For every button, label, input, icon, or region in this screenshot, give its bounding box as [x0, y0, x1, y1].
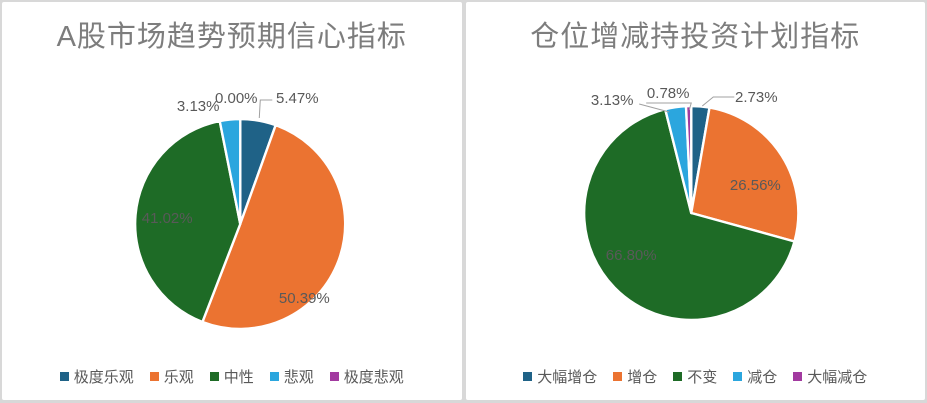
legend-swatch-icon — [269, 372, 279, 381]
legend-market-confidence: 极度乐观 乐观 中性 悲观 极度悲观 — [2, 366, 462, 387]
data-label: 0.78% — [646, 85, 689, 102]
leader-line — [645, 102, 692, 111]
legend-label: 大幅增仓 — [537, 369, 598, 386]
legend-item-1[interactable]: 增仓 — [613, 366, 657, 387]
data-label: 41.02% — [142, 210, 193, 227]
legend-swatch-icon — [793, 372, 803, 381]
pie-chart-market-confidence: 5.47% 50.39% 41.02% 3.13%0.00% — [133, 90, 347, 331]
data-label: 0.00% — [215, 90, 258, 107]
legend-item-0[interactable]: 极度乐观 — [59, 366, 134, 387]
pie-slice-1[interactable] — [689, 106, 800, 243]
pie-slice-3[interactable] — [218, 117, 242, 226]
legend-item-4[interactable]: 极度悲观 — [329, 366, 404, 387]
legend-item-3[interactable]: 悲观 — [269, 366, 314, 387]
legend-swatch-icon — [59, 372, 69, 381]
pie-slice-2[interactable] — [133, 119, 242, 324]
legend-item-2[interactable]: 中性 — [209, 366, 254, 387]
legend-position-plan: 大幅增仓 增仓 不变 减仓 大幅减仓 — [466, 366, 926, 387]
panel-market-confidence: A股市场趋势预期信心指标 5.47% 50.39% 41.02% 3.13% 0.00%… — [2, 2, 462, 400]
legend-label: 极度乐观 — [73, 369, 134, 386]
data-label: 5.47% — [276, 90, 319, 107]
data-label: 3.13% — [590, 92, 633, 109]
pie-slice-2[interactable] — [582, 108, 796, 322]
chart-title-position-plan: 仓位增减持投资计划指标 — [530, 21, 861, 53]
legend-label: 减仓 — [747, 369, 778, 386]
legend-label: 极度悲观 — [343, 369, 404, 386]
leader-line — [258, 99, 273, 119]
chart-title-market-confidence: A股市场趋势预期信心指标 — [56, 21, 407, 53]
pie-slice-1[interactable] — [201, 123, 347, 331]
leader-line — [638, 103, 669, 113]
legend-label: 增仓 — [627, 369, 658, 386]
legend-item-2[interactable]: 不变 — [673, 366, 717, 387]
legend-swatch-icon — [149, 372, 159, 381]
pie-slice-4[interactable] — [684, 104, 692, 215]
legend-item-1[interactable]: 乐观 — [149, 366, 194, 387]
legend-label: 悲观 — [283, 369, 314, 386]
legend-swatch-icon — [209, 372, 219, 381]
legend-swatch-icon — [673, 372, 683, 381]
legend-swatch-icon — [329, 372, 339, 381]
legend-swatch-icon — [733, 372, 743, 381]
pie-chart-position-plan: 2.73% 26.56% 66.80% 3.13% 0.78% — [582, 85, 800, 322]
legend-label: 乐观 — [163, 369, 194, 386]
legend-swatch-icon — [613, 372, 623, 381]
data-label: 66.80% — [605, 247, 656, 264]
legend-label: 不变 — [687, 369, 718, 386]
data-label: 50.39% — [279, 290, 330, 307]
legend-swatch-icon — [523, 372, 533, 381]
leader-line — [701, 96, 734, 107]
legend-item-4[interactable]: 大幅减仓 — [793, 366, 867, 387]
legend-label: 大幅减仓 — [807, 369, 868, 386]
data-label: 26.56% — [729, 177, 780, 194]
data-label: 2.73% — [735, 89, 778, 106]
panel-position-plan: 仓位增减持投资计划指标 2.73% 26.56% 66.80% 3.13% 0.78% … — [465, 2, 926, 400]
legend-item-0[interactable]: 大幅增仓 — [523, 366, 597, 387]
legend-item-3[interactable]: 减仓 — [733, 366, 777, 387]
legend-label: 中性 — [223, 369, 254, 386]
data-label: 3.13% — [177, 98, 220, 115]
